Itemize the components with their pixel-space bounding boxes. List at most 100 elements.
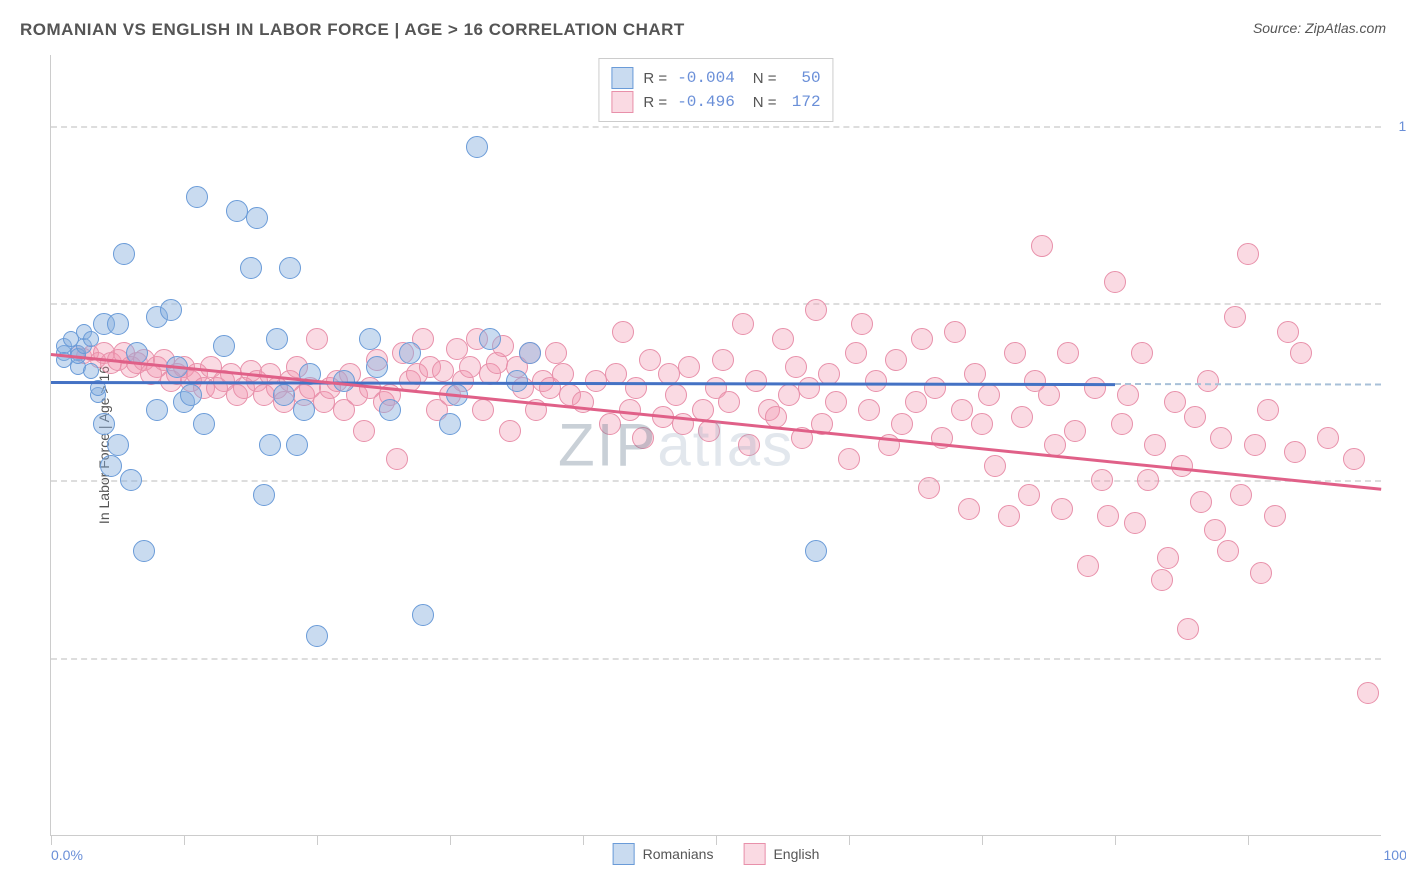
data-point-english bbox=[692, 399, 714, 421]
data-point-romanian bbox=[100, 455, 122, 477]
data-point-english bbox=[698, 420, 720, 442]
data-point-english bbox=[545, 342, 567, 364]
data-point-english bbox=[905, 391, 927, 413]
data-point-english bbox=[1124, 512, 1146, 534]
data-point-english bbox=[1084, 377, 1106, 399]
data-point-english bbox=[1257, 399, 1279, 421]
data-point-english bbox=[1097, 505, 1119, 527]
data-point-english bbox=[918, 477, 940, 499]
data-point-english bbox=[1131, 342, 1153, 364]
data-point-english bbox=[1217, 540, 1239, 562]
data-point-english bbox=[1064, 420, 1086, 442]
data-point-english bbox=[1197, 370, 1219, 392]
x-tick bbox=[1248, 835, 1249, 845]
data-point-english bbox=[632, 427, 654, 449]
data-point-english bbox=[712, 349, 734, 371]
data-point-english bbox=[1250, 562, 1272, 584]
data-point-romanian bbox=[83, 363, 99, 379]
chart-container: ROMANIAN VS ENGLISH IN LABOR FORCE | AGE… bbox=[0, 0, 1406, 892]
header: ROMANIAN VS ENGLISH IN LABOR FORCE | AGE… bbox=[20, 20, 1386, 40]
data-point-romanian bbox=[273, 384, 295, 406]
data-point-english bbox=[851, 313, 873, 335]
data-point-romanian bbox=[259, 434, 281, 456]
trend-line-romanian-extension bbox=[1115, 383, 1381, 386]
x-tick bbox=[583, 835, 584, 845]
r-label: R = bbox=[643, 70, 667, 87]
data-point-english bbox=[825, 391, 847, 413]
data-point-english bbox=[765, 406, 787, 428]
data-point-english bbox=[885, 349, 907, 371]
data-point-english bbox=[1210, 427, 1232, 449]
x-tick bbox=[716, 835, 717, 845]
data-point-english bbox=[1230, 484, 1252, 506]
data-point-english bbox=[1117, 384, 1139, 406]
data-point-romanian bbox=[120, 469, 142, 491]
legend-series: Romanians English bbox=[613, 843, 820, 865]
legend-correlation: R = -0.004 N = 50 R = -0.496 N = 172 bbox=[598, 58, 833, 122]
data-point-english bbox=[1151, 569, 1173, 591]
x-tick bbox=[982, 835, 983, 845]
r-value: -0.496 bbox=[677, 93, 735, 111]
data-point-romanian bbox=[186, 186, 208, 208]
data-point-english bbox=[944, 321, 966, 343]
data-point-english bbox=[1190, 491, 1212, 513]
data-point-romanian bbox=[466, 136, 488, 158]
data-point-romanian bbox=[160, 299, 182, 321]
data-point-english bbox=[998, 505, 1020, 527]
y-tick-label: 100.0% bbox=[1399, 118, 1406, 134]
n-label: N = bbox=[753, 94, 777, 111]
data-point-english bbox=[1091, 469, 1113, 491]
data-point-english bbox=[858, 399, 880, 421]
data-point-romanian bbox=[412, 604, 434, 626]
gridline bbox=[51, 303, 1381, 305]
swatch-icon bbox=[613, 843, 635, 865]
data-point-english bbox=[924, 377, 946, 399]
r-value: -0.004 bbox=[677, 69, 735, 87]
data-point-english bbox=[978, 384, 1000, 406]
legend-label: English bbox=[773, 846, 819, 862]
data-point-romanian bbox=[253, 484, 275, 506]
data-point-romanian bbox=[379, 399, 401, 421]
data-point-romanian bbox=[266, 328, 288, 350]
data-point-english bbox=[1264, 505, 1286, 527]
data-point-english bbox=[639, 349, 661, 371]
x-tick bbox=[450, 835, 451, 845]
x-tick bbox=[51, 835, 52, 845]
data-point-english bbox=[353, 420, 375, 442]
data-point-english bbox=[459, 356, 481, 378]
n-label: N = bbox=[753, 70, 777, 87]
n-value: 172 bbox=[787, 93, 821, 111]
n-value: 50 bbox=[787, 69, 821, 87]
data-point-english bbox=[1011, 406, 1033, 428]
data-point-english bbox=[891, 413, 913, 435]
gridline bbox=[51, 126, 1381, 128]
data-point-english bbox=[1317, 427, 1339, 449]
legend-label: Romanians bbox=[643, 846, 714, 862]
data-point-english bbox=[619, 399, 641, 421]
x-axis-max-label: 100.0% bbox=[1384, 847, 1406, 863]
data-point-english bbox=[1104, 271, 1126, 293]
swatch-icon bbox=[611, 91, 633, 113]
data-point-romanian bbox=[279, 257, 301, 279]
data-point-romanian bbox=[213, 335, 235, 357]
data-point-english bbox=[612, 321, 634, 343]
data-point-english bbox=[1284, 441, 1306, 463]
data-point-romanian bbox=[107, 313, 129, 335]
x-tick bbox=[184, 835, 185, 845]
data-point-english bbox=[1051, 498, 1073, 520]
data-point-romanian bbox=[399, 342, 421, 364]
data-point-english bbox=[1177, 618, 1199, 640]
data-point-english bbox=[805, 299, 827, 321]
gridline bbox=[51, 658, 1381, 660]
data-point-romanian bbox=[133, 540, 155, 562]
data-point-english bbox=[499, 420, 521, 442]
data-point-english bbox=[845, 342, 867, 364]
data-point-romanian bbox=[246, 207, 268, 229]
data-point-english bbox=[306, 328, 328, 350]
data-point-english bbox=[971, 413, 993, 435]
data-point-english bbox=[1111, 413, 1133, 435]
data-point-romanian bbox=[479, 328, 501, 350]
data-point-romanian bbox=[439, 413, 461, 435]
chart-title: ROMANIAN VS ENGLISH IN LABOR FORCE | AGE… bbox=[20, 20, 685, 40]
data-point-english bbox=[1057, 342, 1079, 364]
